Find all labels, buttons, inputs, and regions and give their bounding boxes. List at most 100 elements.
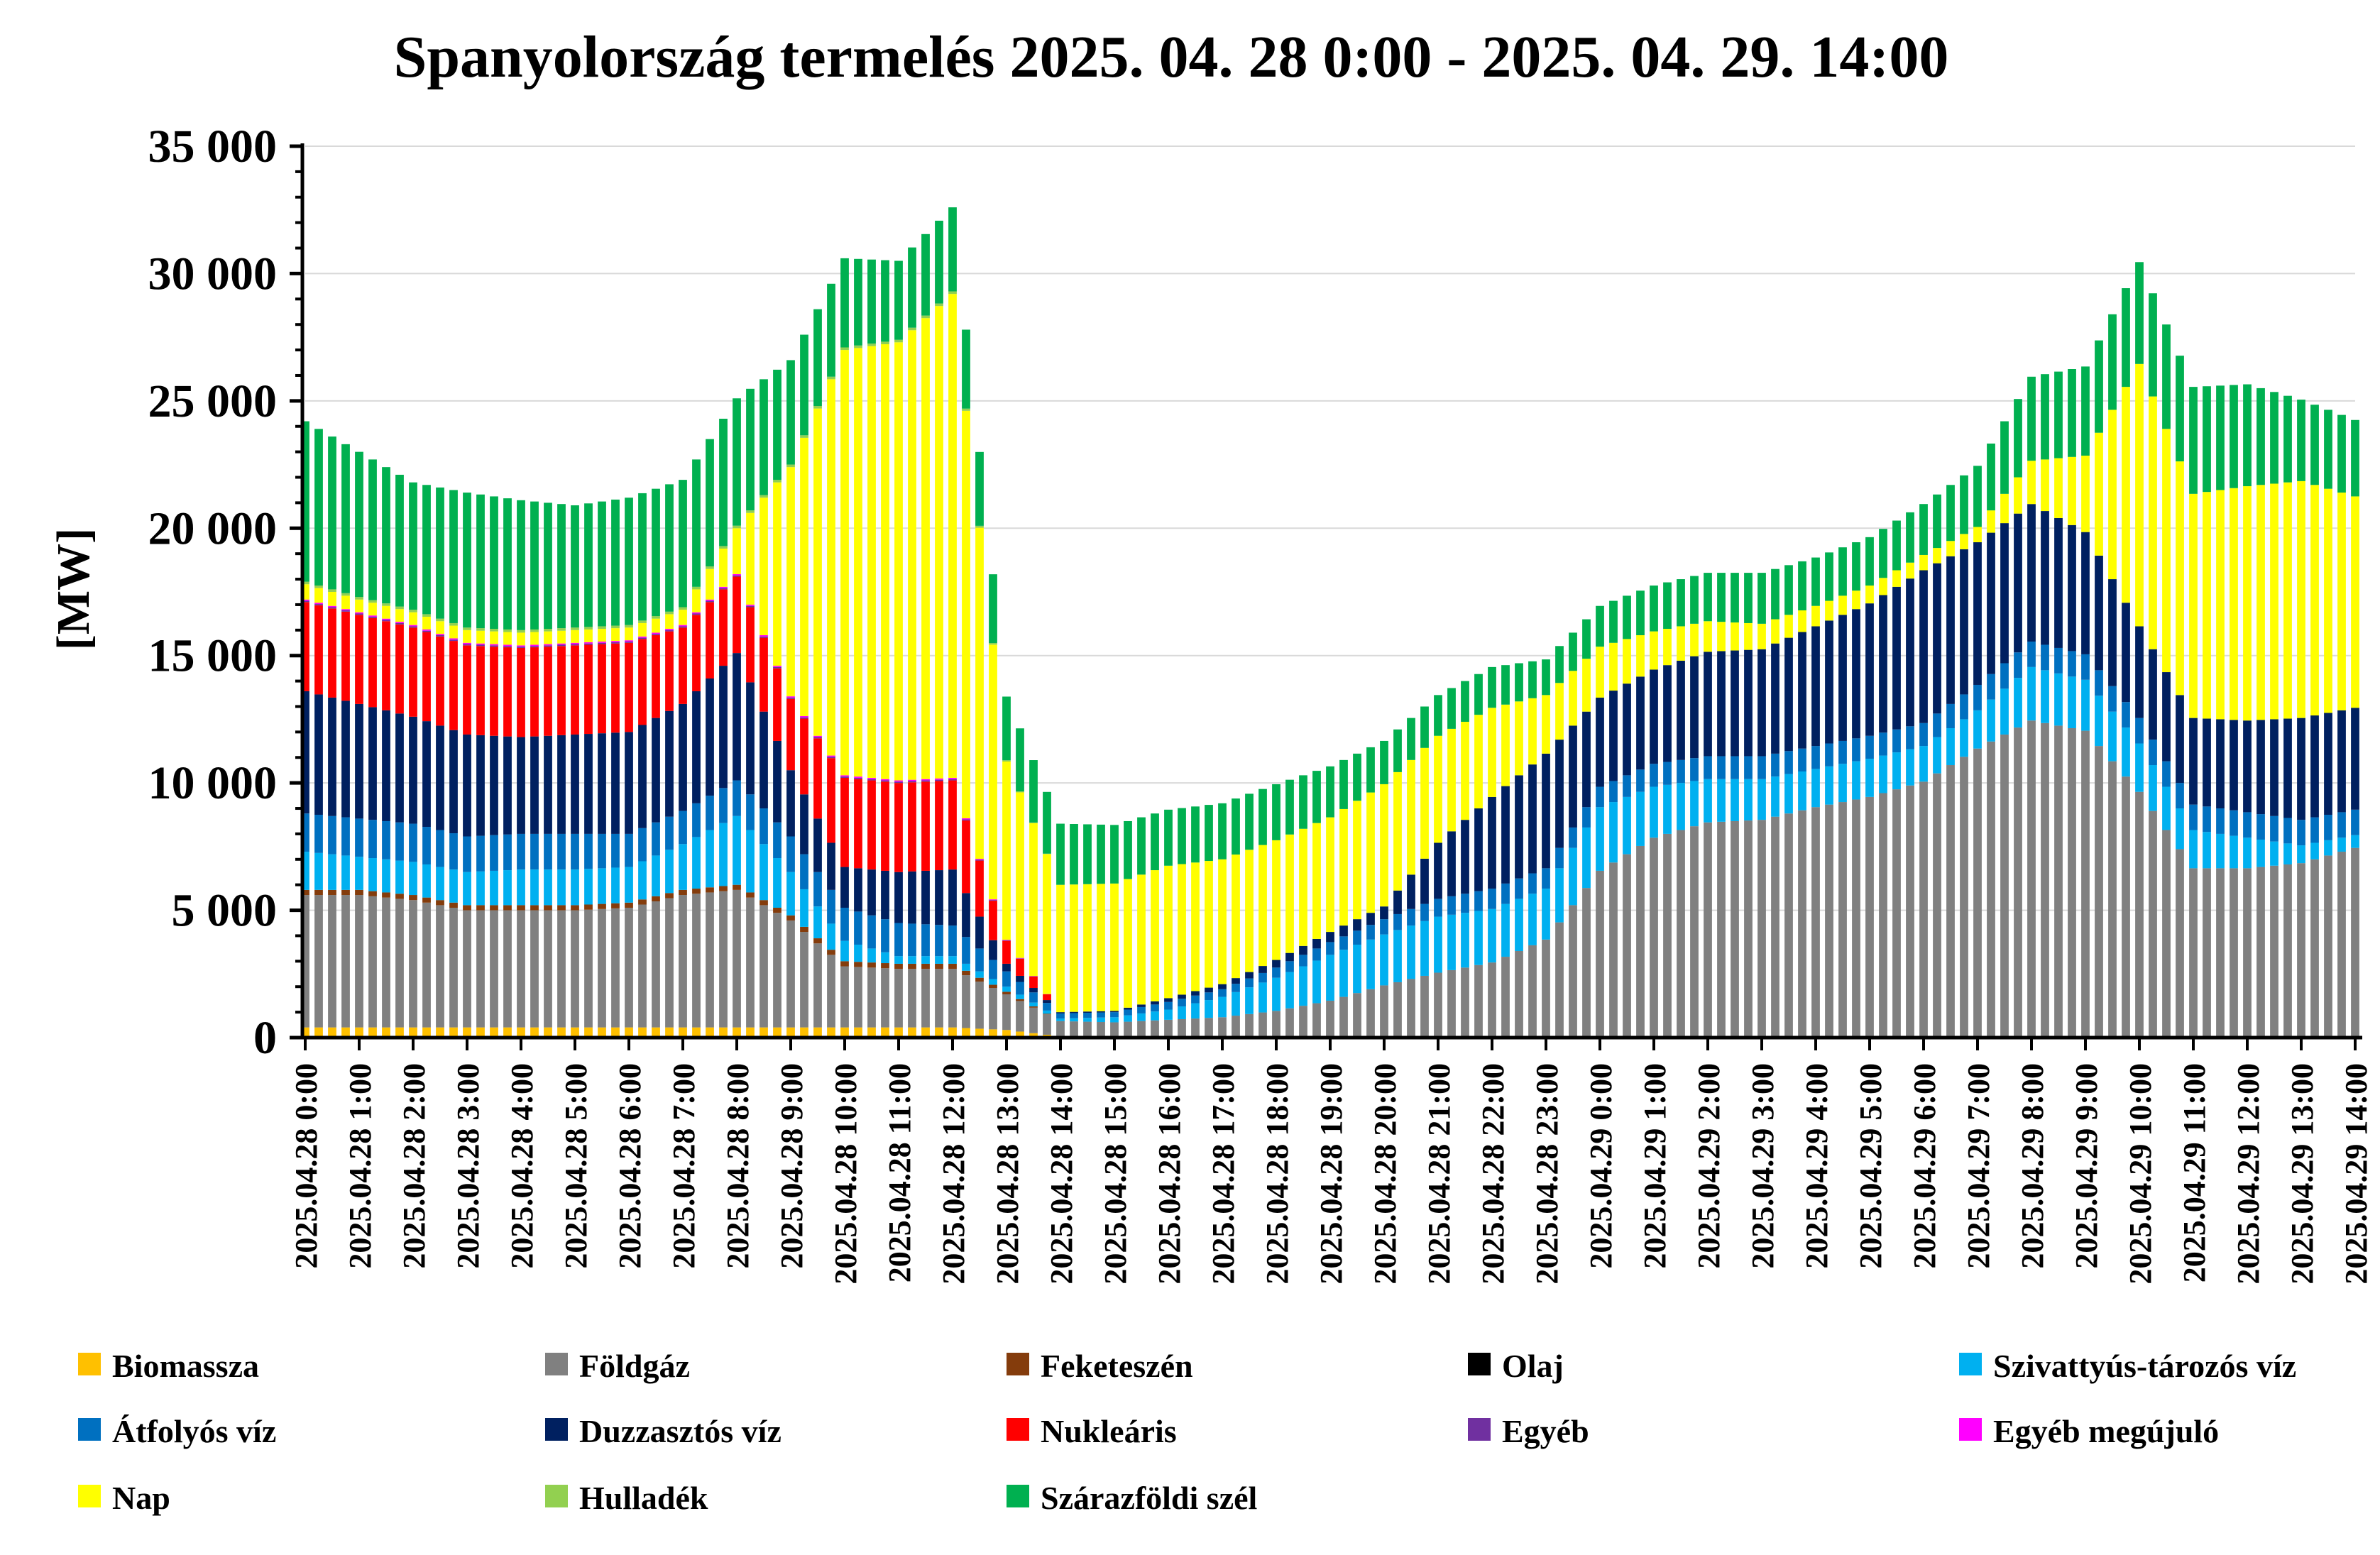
bar-segment [314,889,323,896]
bar-segment [1555,847,1564,869]
bar-segment [989,901,997,940]
bar-segment [1582,888,1591,1037]
bar-segment [2203,718,2211,807]
bar-segment [328,592,336,606]
bar-segment [1178,1018,1186,1037]
stacked-bar [2041,374,2049,1038]
bar-segment [827,1027,835,1038]
stacked-bar [2351,419,2359,1038]
bar-segment [921,870,930,925]
bar-segment [1366,913,1375,925]
bar-segment [328,1027,336,1038]
bar-segment [1488,962,1496,1037]
bar-segment [2243,486,2252,721]
bar-segment [2337,852,2346,1037]
bar-segment [341,609,350,611]
bar-segment [1650,837,1658,1037]
bar-segment [1083,1011,1092,1013]
bar-segment [773,668,782,741]
bar-segment [1029,760,1038,823]
bar-segment [1232,984,1240,992]
bar-segment [503,644,512,647]
bar-segment [2189,804,2198,830]
stacked-bar [1542,659,1550,1038]
y-tick-label: 25 000 [148,375,278,427]
stacked-bar [2216,385,2225,1038]
bar-segment [894,783,903,872]
bar-segment [989,960,997,979]
bar-segment [1960,694,1968,720]
bar-segment [773,1027,782,1038]
bar-segment [517,869,525,906]
bar-segment [1083,1018,1092,1022]
bar-segment [1178,994,1186,999]
bar-segment [611,908,620,1028]
bar-segment [395,474,404,607]
stacked-bar [2230,385,2238,1038]
bar-segment [1272,1011,1281,1037]
bar-segment [382,710,390,821]
stacked-bar [773,369,782,1038]
bar-segment [706,892,714,1028]
bar-segment [1973,684,1982,710]
bar-segment [854,945,862,962]
bar-segment [1852,738,1860,762]
bar-segment [1407,925,1415,979]
bar-segment [1838,740,1847,764]
bar-segment [2081,456,2090,532]
bar-segment [840,350,849,776]
bar-segment [503,736,512,835]
bar-segment [962,329,970,409]
bar-segment [867,346,876,778]
bar-segment [1825,766,1833,805]
bar-segment [328,697,336,816]
bar-segment [2310,485,2319,716]
bar-segment [840,776,849,778]
bar-segment [679,895,687,1028]
bar-segment [1717,779,1726,822]
bar-segment [1258,982,1267,1013]
bar-segment [1407,718,1415,760]
bar-segment [1690,656,1699,759]
bar-segment [800,854,808,889]
bar-segment [1380,784,1388,907]
legend-swatch [1959,1418,1982,1441]
bar-segment [1582,659,1591,712]
bar-segment [571,630,579,643]
bar-segment [1838,547,1847,596]
bar-segment [800,794,808,855]
bar-segment [409,626,417,628]
bar-segment [894,342,903,781]
bar-segment [2149,811,2157,1037]
stacked-bar [1879,529,1887,1038]
bar-segment [1757,779,1766,820]
bar-segment [706,602,714,679]
bar-segment [935,925,943,957]
bar-segment [2108,711,2117,762]
bar-segment [1474,674,1483,715]
bar-segment [422,485,431,615]
bar-segment [638,493,647,621]
bar-segment [341,593,350,596]
bar-segment [1663,762,1672,785]
stacked-bar [1110,825,1119,1038]
bar-segment [422,897,431,903]
bar-segment [1501,957,1510,1037]
bar-segment [840,867,849,908]
bar-segment [557,869,566,906]
bar-segment [517,833,525,870]
bar-segment [571,1027,579,1038]
bar-segment [2027,641,2036,667]
bar-segment [449,833,458,870]
bar-segment [1070,884,1078,1012]
bar-segment [328,895,336,1028]
bar-segment [490,1027,498,1038]
bar-segment [341,444,350,593]
bar-segment [665,850,674,894]
bar-segment [1987,674,1995,700]
bar-segment [598,626,606,630]
bar-segment [1731,756,1739,779]
bar-segment [1987,741,1995,1037]
bar-segment [355,818,363,857]
bar-segment [368,459,377,600]
